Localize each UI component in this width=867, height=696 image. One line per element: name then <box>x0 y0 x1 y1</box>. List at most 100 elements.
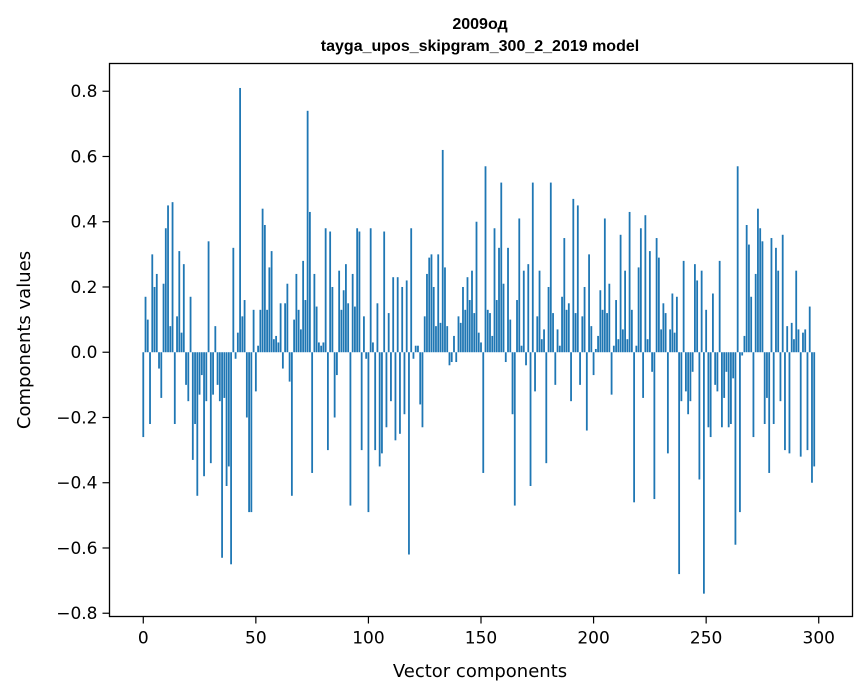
bar <box>646 339 649 353</box>
bar <box>630 309 633 353</box>
bar <box>405 280 408 353</box>
bar <box>414 345 417 353</box>
bar <box>245 352 248 418</box>
bar <box>583 286 586 353</box>
bar <box>543 329 545 353</box>
bar <box>448 352 451 366</box>
bar <box>390 352 392 402</box>
bar <box>768 352 771 473</box>
bar <box>588 254 590 353</box>
bar <box>570 352 572 402</box>
bar <box>540 339 543 353</box>
bar <box>808 306 811 353</box>
bar <box>372 342 374 353</box>
bar <box>378 352 381 467</box>
bar <box>745 224 748 353</box>
bar <box>173 352 176 425</box>
bar <box>441 149 444 353</box>
bar <box>252 309 255 353</box>
x-axis-label: Vector components <box>393 661 567 682</box>
bar <box>480 342 482 353</box>
bar <box>574 313 577 353</box>
y-tick-label: −0.4 <box>56 474 97 494</box>
bar <box>475 221 478 353</box>
bar <box>266 309 269 353</box>
bar <box>358 231 361 353</box>
bar <box>752 352 755 438</box>
y-tick-label: −0.8 <box>56 604 97 624</box>
bar <box>603 218 606 353</box>
bar <box>430 254 433 353</box>
bar <box>804 329 807 353</box>
bar <box>748 244 750 353</box>
bar <box>691 352 694 372</box>
bar <box>268 267 271 353</box>
bar <box>426 273 428 353</box>
bar <box>356 228 359 353</box>
bar <box>606 313 608 353</box>
bar <box>376 303 379 353</box>
bar <box>518 218 521 353</box>
bar <box>775 247 777 353</box>
bar <box>261 208 264 353</box>
bar <box>446 326 449 353</box>
y-tick-label: 0.6 <box>70 147 97 167</box>
bar <box>502 283 505 353</box>
bar <box>813 352 816 467</box>
bar <box>263 224 266 353</box>
bar <box>189 296 192 353</box>
bar <box>757 208 759 353</box>
bar <box>455 352 458 363</box>
bar <box>164 228 167 353</box>
bar <box>191 352 194 460</box>
bar <box>673 332 676 353</box>
bar <box>374 352 377 451</box>
bar <box>277 342 280 353</box>
bar <box>162 283 165 353</box>
bar <box>806 352 809 451</box>
bar <box>799 352 802 457</box>
bar <box>684 352 687 392</box>
bar <box>637 267 640 353</box>
bar <box>585 352 588 431</box>
bar <box>182 264 185 353</box>
bar <box>516 300 518 353</box>
bar <box>644 215 647 353</box>
bar <box>529 352 532 486</box>
bar <box>223 352 226 398</box>
bar <box>315 306 318 353</box>
bar <box>468 300 471 353</box>
bar <box>664 313 667 353</box>
bar <box>522 270 525 353</box>
bar <box>149 352 151 425</box>
bar <box>453 335 455 353</box>
bar <box>671 293 674 353</box>
bar <box>387 313 390 353</box>
bar <box>381 352 383 454</box>
bar <box>457 316 460 353</box>
bar <box>498 247 500 353</box>
bar <box>308 211 311 353</box>
bar <box>547 286 550 353</box>
bar <box>734 352 737 545</box>
bar <box>311 352 314 473</box>
bar <box>655 238 658 353</box>
bar <box>698 352 701 480</box>
x-tick-label: 50 <box>245 629 267 649</box>
bar <box>561 296 563 353</box>
y-tick-label: 0.8 <box>70 82 97 102</box>
bar <box>299 329 302 353</box>
bar <box>185 352 187 385</box>
bar <box>297 309 300 353</box>
bar <box>725 352 728 372</box>
bar <box>781 234 784 353</box>
bar <box>205 352 208 402</box>
bar <box>759 228 762 353</box>
bar <box>248 352 250 513</box>
bar <box>642 352 645 398</box>
bar <box>700 270 703 353</box>
bar <box>669 329 672 353</box>
bar <box>662 303 665 353</box>
bar <box>761 241 764 353</box>
y-axis-ticks: −0.8 −0.6 −0.4 −0.2 0.0 0.2 0.4 0.6 0.8 <box>56 82 110 624</box>
